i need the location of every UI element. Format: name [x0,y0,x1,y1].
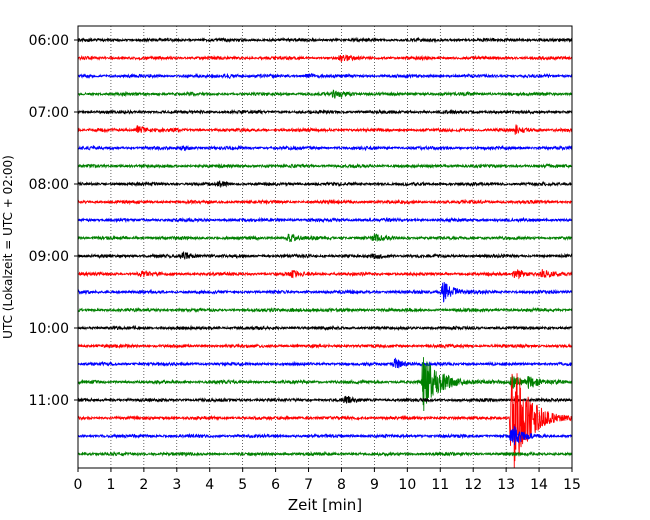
trace-1045 [77,357,573,412]
trace-0645 [77,89,573,99]
trace-0915 [77,269,573,280]
trace-0700 [77,108,573,116]
x-tick-label: 14 [530,477,548,493]
x-tick-label: 1 [106,477,115,493]
trace-0800 [77,180,573,189]
x-tick-label: 6 [271,477,280,493]
x-tick-label: 4 [205,477,214,493]
x-tick-label: 9 [370,477,379,493]
x-axis: 0 1 2 3 4 5 6 7 8 9 10 11 12 13 14 15 [74,468,581,493]
trace-1030 [77,357,573,369]
trace-1000 [77,324,573,332]
trace-0815 [77,198,573,206]
trace-0715 [77,124,573,135]
trace-0830 [77,216,573,224]
x-tick-label: 8 [337,477,346,493]
x-tick-label: 10 [398,477,416,493]
y-tick-label: 09:00 [29,249,69,265]
trace-0945 [77,306,573,314]
y-axis-title: UTC (Lokalzeit = UTC + 02:00) [1,155,15,339]
x-tick-label: 15 [563,477,581,493]
trace-0600 [77,36,573,44]
trace-1115 [77,373,573,469]
x-tick-label: 3 [172,477,181,493]
x-tick-label: 12 [464,477,482,493]
y-tick-label: 07:00 [29,105,69,121]
trace-0930 [77,281,573,303]
x-tick-label: 0 [74,477,83,493]
trace-0730 [77,144,573,152]
trace-1100 [77,395,573,404]
y-tick-label: 08:00 [29,177,69,193]
x-tick-label: 11 [431,477,449,493]
trace-0745 [77,162,573,170]
x-axis-title: Zeit [min] [288,496,362,514]
trace-1145 [77,450,573,458]
y-axis: 06:00 07:00 08:00 09:00 10:00 11:00 [29,33,78,409]
y-tick-label: 11:00 [29,393,69,409]
plot-frame [77,25,573,469]
x-tick-label: 13 [497,477,515,493]
traces [77,36,573,469]
trace-0615 [77,53,573,63]
x-tick-label: 2 [139,477,148,493]
x-tick-label: 5 [238,477,247,493]
trace-0630 [77,72,573,80]
y-tick-label: 06:00 [29,33,69,49]
trace-0900 [77,251,573,260]
trace-1015 [77,342,573,350]
trace-1130 [77,425,573,446]
y-tick-label: 10:00 [29,321,69,337]
grid-lines [110,26,540,468]
trace-0845 [77,233,573,243]
x-tick-label: 7 [304,477,313,493]
